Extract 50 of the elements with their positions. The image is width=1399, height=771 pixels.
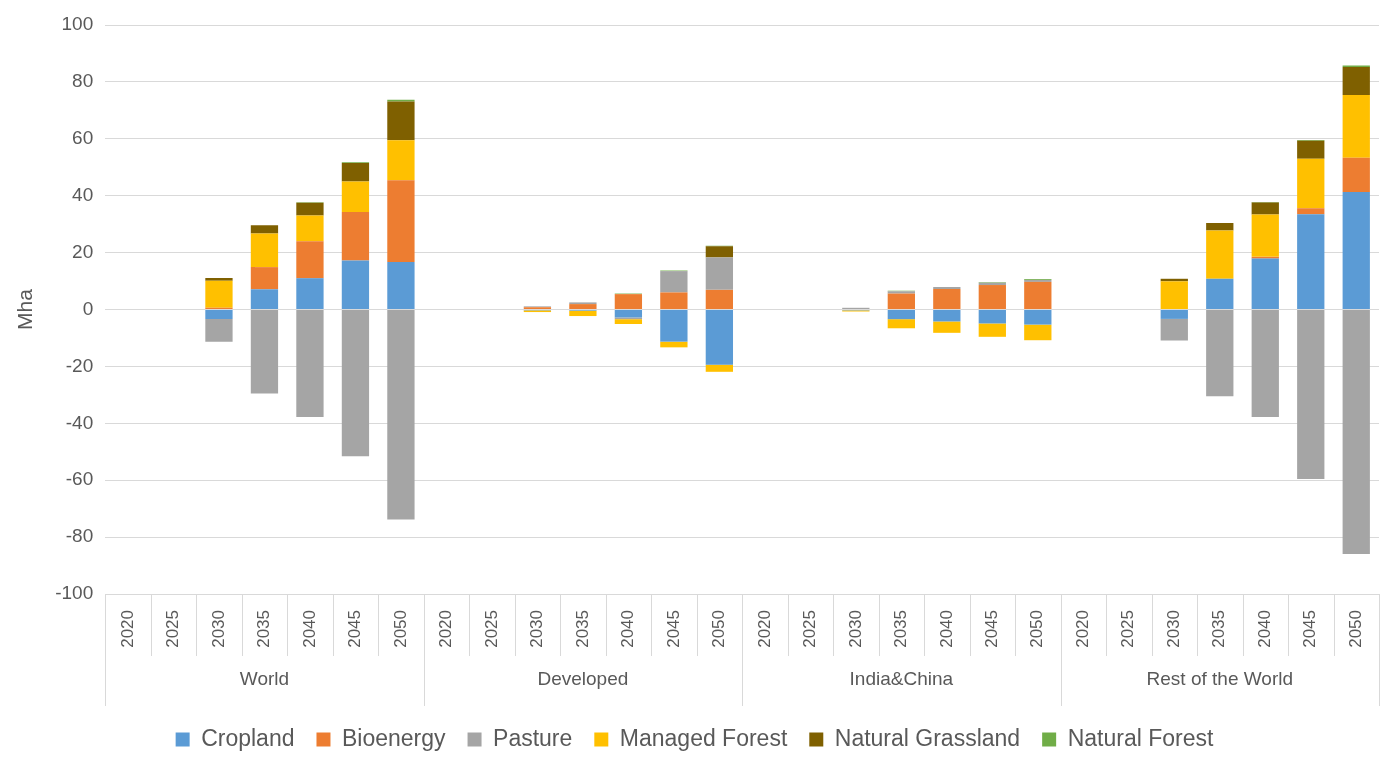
y-tick-label: 80 (72, 70, 94, 92)
y-tick-label: -60 (65, 468, 94, 490)
y-tick-label: -80 (65, 525, 94, 547)
x-tick-label: 2040 (936, 610, 956, 648)
x-tick-label: 2040 (299, 610, 319, 648)
x-tick-label: 2045 (982, 610, 1002, 648)
x-tick-label: 2035 (572, 610, 592, 648)
x-tick-label: 2025 (481, 610, 501, 648)
x-tick-label: 2020 (754, 610, 774, 648)
y-tick-label: -20 (65, 354, 94, 376)
x-tick-label: 2025 (800, 610, 820, 648)
text: India&China (849, 668, 954, 690)
x-tick-label: 2030 (208, 610, 228, 648)
text: Rest of the World (1146, 668, 1293, 690)
x-tick-label: 2020 (1072, 610, 1092, 648)
x-tick-label: 2025 (163, 610, 183, 648)
x-tick-label: 2050 (1345, 610, 1365, 648)
legend-label: Managed Forest (619, 724, 788, 751)
x-tick-label: 2030 (527, 610, 547, 648)
y-axis-title: Mha (13, 288, 37, 330)
x-tick-label: 2020 (436, 610, 456, 648)
text: Developed (537, 668, 629, 690)
legend-label: Bioenergy (341, 724, 447, 751)
x-tick-label: 2050 (390, 610, 410, 648)
x-tick-label: 2035 (254, 610, 274, 648)
y-tick-label: 60 (72, 127, 94, 149)
legend-label: Natural Forest (1067, 724, 1214, 751)
x-tick-label: 2050 (709, 610, 729, 648)
x-tick-label: 2030 (845, 610, 865, 648)
x-tick-label: 2020 (117, 610, 137, 648)
y-tick-label: -40 (65, 411, 94, 433)
x-tick-label: 2045 (1300, 610, 1320, 648)
x-tick-label: 2040 (1254, 610, 1274, 648)
x-tick-label: 2035 (891, 610, 911, 648)
y-tick-label: 40 (72, 183, 94, 205)
text: World (239, 668, 290, 690)
x-tick-label: 2025 (1118, 610, 1138, 648)
legend-label: Pasture (493, 724, 573, 751)
x-tick-label: 2035 (1209, 610, 1229, 648)
legend-label: Cropland (201, 724, 295, 751)
x-tick-label: 2040 (618, 610, 638, 648)
x-tick-label: 2050 (1027, 610, 1047, 648)
x-tick-label: 2045 (663, 610, 683, 648)
x-tick-label: 2045 (345, 610, 365, 648)
y-tick-label: 100 (61, 13, 94, 35)
y-tick-label: 20 (72, 240, 94, 262)
legend-label: Natural Grassland (834, 724, 1021, 751)
y-tick-label: 0 (82, 297, 94, 319)
x-tick-label: 2030 (1163, 610, 1183, 648)
y-tick-label: -100 (55, 582, 94, 604)
